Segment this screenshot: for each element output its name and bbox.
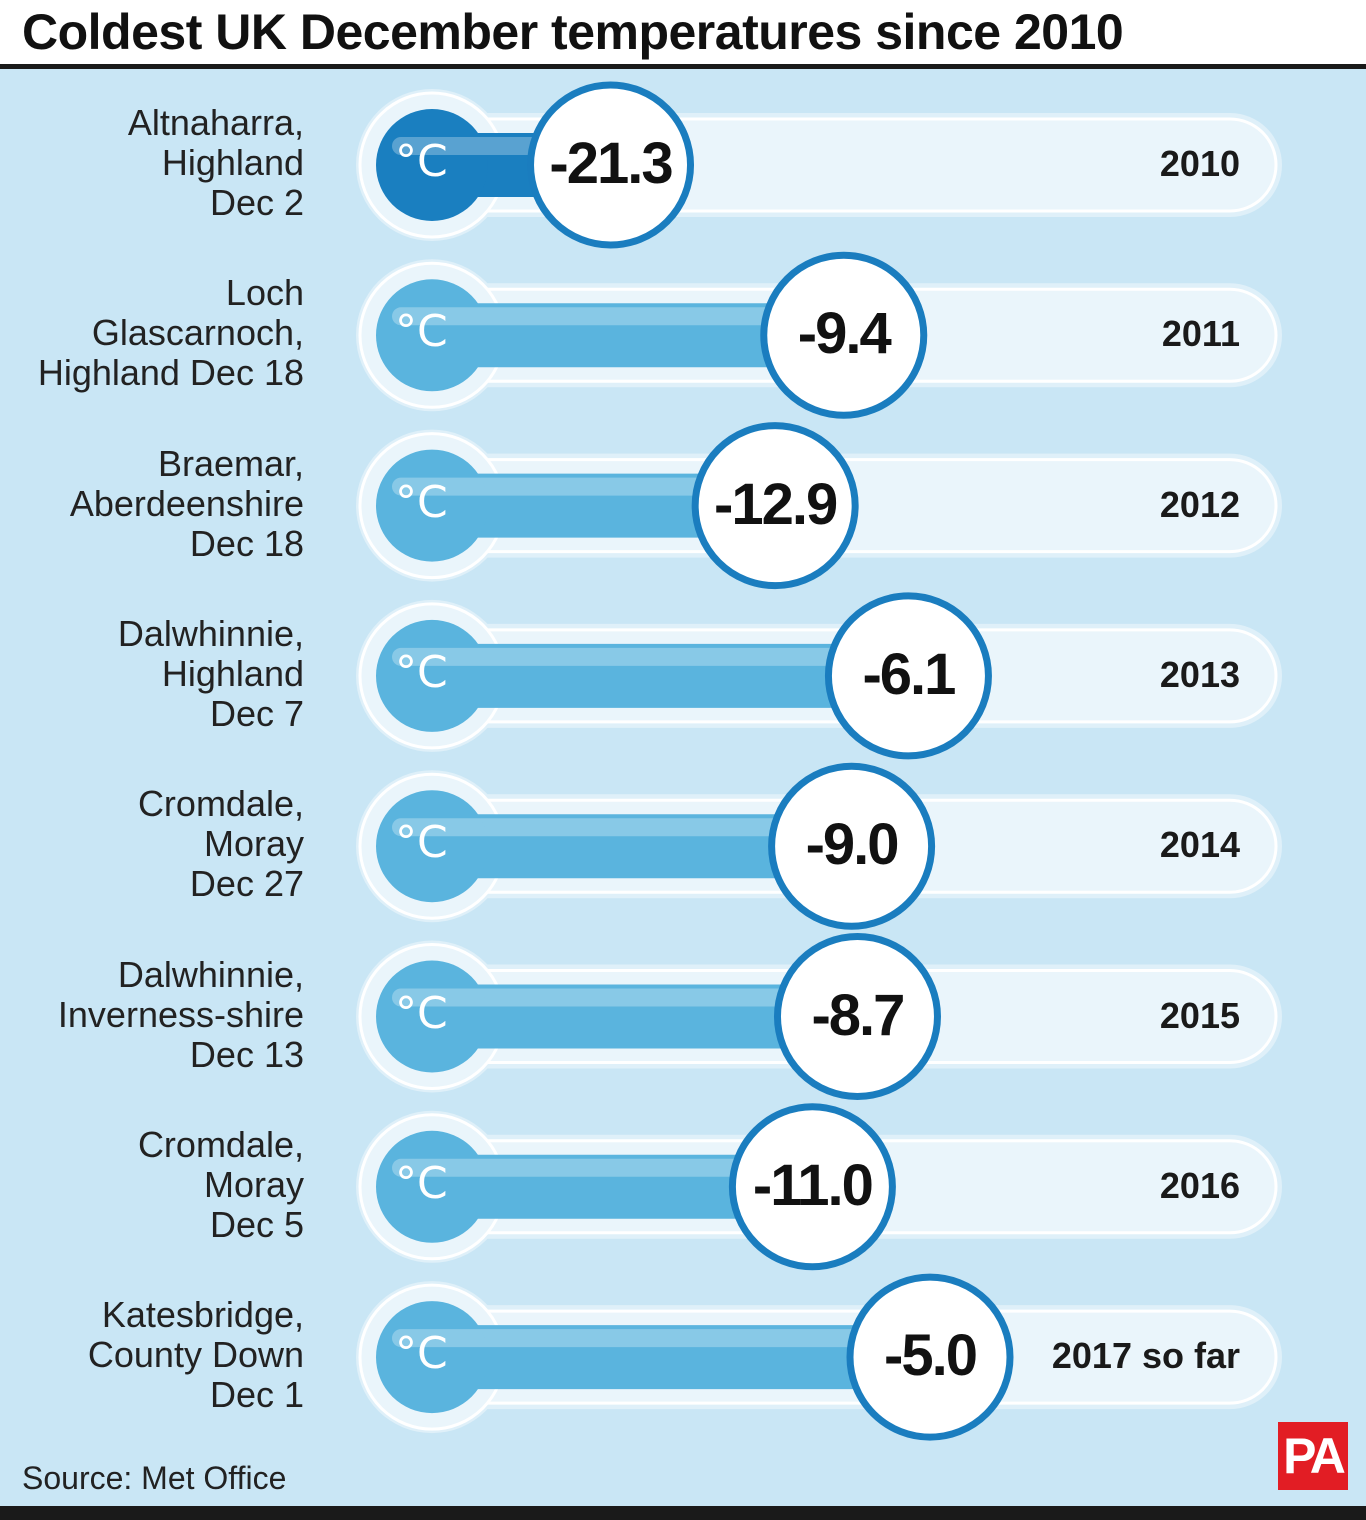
- unit-label: °C: [395, 136, 448, 187]
- thermometer-gloss: [392, 1158, 816, 1177]
- location-label-line: Highland Dec 18: [37, 352, 304, 394]
- unit-label: °C: [395, 817, 448, 869]
- year-label: 2012: [1159, 483, 1240, 525]
- value-label: -21.3: [549, 131, 673, 196]
- year-label: 2014: [1159, 824, 1240, 866]
- unit-label: °C: [395, 987, 448, 1039]
- location-label-line: Highland: [161, 652, 304, 694]
- location-label: Altnaharra, Highland Dec 2: [0, 103, 304, 223]
- value-bubble: [824, 592, 992, 760]
- location-label-line: Dec 18: [189, 522, 304, 564]
- value-bubble: [768, 762, 936, 930]
- title-rule: [0, 64, 1366, 69]
- location-label-line: Dalwhinnie,: [117, 612, 304, 654]
- year-label: 2017 so far: [1051, 1335, 1240, 1377]
- value-bubble: [691, 422, 859, 590]
- value-bubble: [773, 933, 941, 1100]
- location-label-line: Dec 7: [209, 692, 304, 734]
- thermometer-fluid-bar: [380, 303, 879, 368]
- location-label: Dalwhinnie, Highland Dec 7: [0, 612, 304, 734]
- location-label-line: Dec 13: [189, 1033, 304, 1075]
- unit-label: °C: [395, 1157, 448, 1209]
- thermometer-bulb-fluid: [376, 1301, 488, 1414]
- location-label-line: Dec 1: [209, 1374, 304, 1416]
- location-label: Cromdale, Moray Dec 5: [0, 1123, 304, 1245]
- location-label: Dalwhinnie, Inverness-shire Dec 13: [0, 953, 304, 1075]
- location-label: Braemar, Aberdeenshire Dec 18: [0, 442, 304, 564]
- thermometer-bulb-fluid: [376, 1130, 488, 1243]
- thermometer-bulb-fluid: [376, 619, 488, 732]
- thermometer-gloss: [392, 988, 866, 1007]
- thermometer-gloss: [392, 477, 775, 496]
- unit-label: °C: [395, 476, 448, 528]
- unit-label: °C: [395, 1328, 448, 1380]
- location-label: Cromdale, Moray Dec 27: [0, 784, 304, 904]
- thermometer-bulb-fluid: [376, 279, 488, 392]
- location-label-line: Inverness-shire: [57, 993, 304, 1035]
- location-label-line: Glascarnoch,: [91, 312, 304, 354]
- location-label-line: Dec 2: [209, 182, 304, 223]
- location-label-line: Moray: [203, 1163, 304, 1205]
- year-label: 2015: [1159, 994, 1240, 1036]
- value-label: -9.4: [797, 301, 892, 367]
- value-bubble: [527, 81, 695, 249]
- thermometer-fluid-bar: [380, 643, 950, 708]
- location-label: Katesbridge, County Down Dec 1: [0, 1295, 304, 1415]
- thermometer-fluid-bar: [380, 1325, 974, 1390]
- year-label: 2016: [1159, 1164, 1240, 1206]
- location-label-line: Highland: [161, 142, 304, 183]
- location-label-line: Dec 27: [189, 863, 304, 905]
- location-label-line: Altnaharra,: [127, 102, 304, 143]
- value-label: -11.0: [752, 1152, 874, 1218]
- bottom-rule: [0, 1506, 1366, 1520]
- value-label: -12.9: [714, 471, 838, 537]
- thermometer-bulb-fluid: [376, 960, 488, 1073]
- location-label-line: Dec 5: [209, 1203, 304, 1245]
- thermometer-gloss: [392, 1329, 946, 1348]
- value-bubble: [760, 251, 928, 419]
- thermometer-fluid-bar: [380, 814, 887, 879]
- year-label: 2011: [1161, 313, 1240, 355]
- value-label: -5.0: [884, 1323, 978, 1389]
- value-label: -9.0: [805, 812, 900, 878]
- thermometer-bulb-fluid: [376, 790, 488, 903]
- thermometer-gloss: [392, 818, 859, 837]
- unit-label: °C: [395, 306, 448, 358]
- location-label-line: Moray: [203, 823, 304, 865]
- value-bubble: [846, 1273, 1014, 1441]
- thermometer-gloss: [392, 647, 922, 666]
- thermometer-bulb-fluid: [376, 449, 488, 562]
- year-label: 2010: [1159, 143, 1240, 184]
- thermometer-gloss: [392, 307, 851, 326]
- location-label-line: Dalwhinnie,: [117, 953, 304, 995]
- location-label-line: Cromdale,: [137, 783, 304, 825]
- location-label-line: Braemar,: [157, 442, 304, 484]
- source-note: Source: Met Office: [22, 1460, 287, 1496]
- value-label: -6.1: [862, 641, 956, 707]
- year-label: 2013: [1159, 653, 1240, 695]
- location-label-line: Katesbridge,: [101, 1294, 304, 1336]
- thermometer-fluid-bar: [380, 1154, 844, 1219]
- unit-label: °C: [395, 646, 448, 698]
- value-bubble: [728, 1103, 896, 1271]
- pa-logo: PA: [1278, 1422, 1348, 1490]
- location-label: Loch Glascarnoch, Highland Dec 18: [0, 273, 304, 393]
- location-label-line: Loch: [225, 272, 304, 314]
- thermometer-fluid-bar: [380, 984, 894, 1049]
- location-label-line: Cromdale,: [137, 1123, 304, 1165]
- location-label-line: County Down: [87, 1334, 304, 1376]
- thermometer-bulb-fluid: [376, 109, 488, 221]
- value-label: -8.7: [811, 982, 905, 1048]
- chart-title: Coldest UK December temperatures since 2…: [22, 4, 1124, 60]
- location-label-line: Aberdeenshire: [69, 482, 304, 524]
